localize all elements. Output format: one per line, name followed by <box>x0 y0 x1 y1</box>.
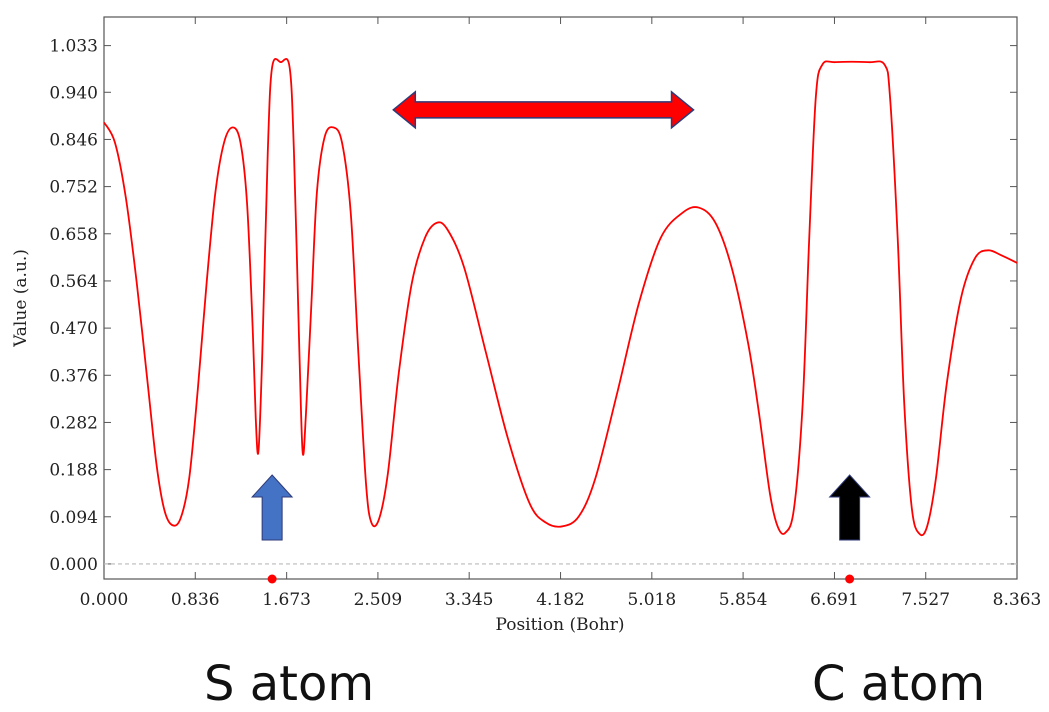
x-tick-label: 5.854 <box>719 590 768 610</box>
y-tick-label: 0.470 <box>49 319 98 339</box>
x-tick-label: 2.509 <box>354 590 403 610</box>
x-tick-label: 4.182 <box>536 590 585 610</box>
x-tick-label: 5.018 <box>627 590 676 610</box>
up-arrow <box>250 474 294 541</box>
y-axis-title: Value (a.u.) <box>11 249 31 348</box>
c-atom-label: C atom <box>812 656 986 712</box>
x-tick-label: 6.691 <box>810 590 859 610</box>
x-tick-label: 7.527 <box>901 590 950 610</box>
double-headed-arrow <box>392 90 695 130</box>
atom-position-marker <box>267 574 277 584</box>
x-tick-label: 1.673 <box>262 590 311 610</box>
y-tick-label: 0.282 <box>49 413 98 433</box>
x-tick-label: 0.836 <box>171 590 220 610</box>
y-tick-label: 0.846 <box>49 130 98 150</box>
x-tick-label: 0.000 <box>80 590 129 610</box>
y-tick-label: 0.564 <box>49 272 98 292</box>
s-atom-label: S atom <box>204 656 375 712</box>
atom-position-marker <box>845 574 855 584</box>
x-tick-label: 3.345 <box>445 590 494 610</box>
value-curve <box>103 58 1018 537</box>
up-arrow <box>828 474 871 541</box>
y-tick-label: 0.000 <box>49 555 98 575</box>
x-tick-label: 8.363 <box>993 590 1042 610</box>
y-tick-label: 1.033 <box>49 37 98 57</box>
y-tick-label: 0.940 <box>49 83 98 103</box>
y-tick-label: 0.658 <box>49 225 98 245</box>
x-axis-title: Position (Bohr) <box>495 615 624 635</box>
y-tick-label: 0.376 <box>49 366 98 386</box>
y-tick-label: 0.188 <box>49 461 98 481</box>
y-tick-label: 0.752 <box>49 178 98 198</box>
y-tick-label: 0.094 <box>49 508 98 528</box>
